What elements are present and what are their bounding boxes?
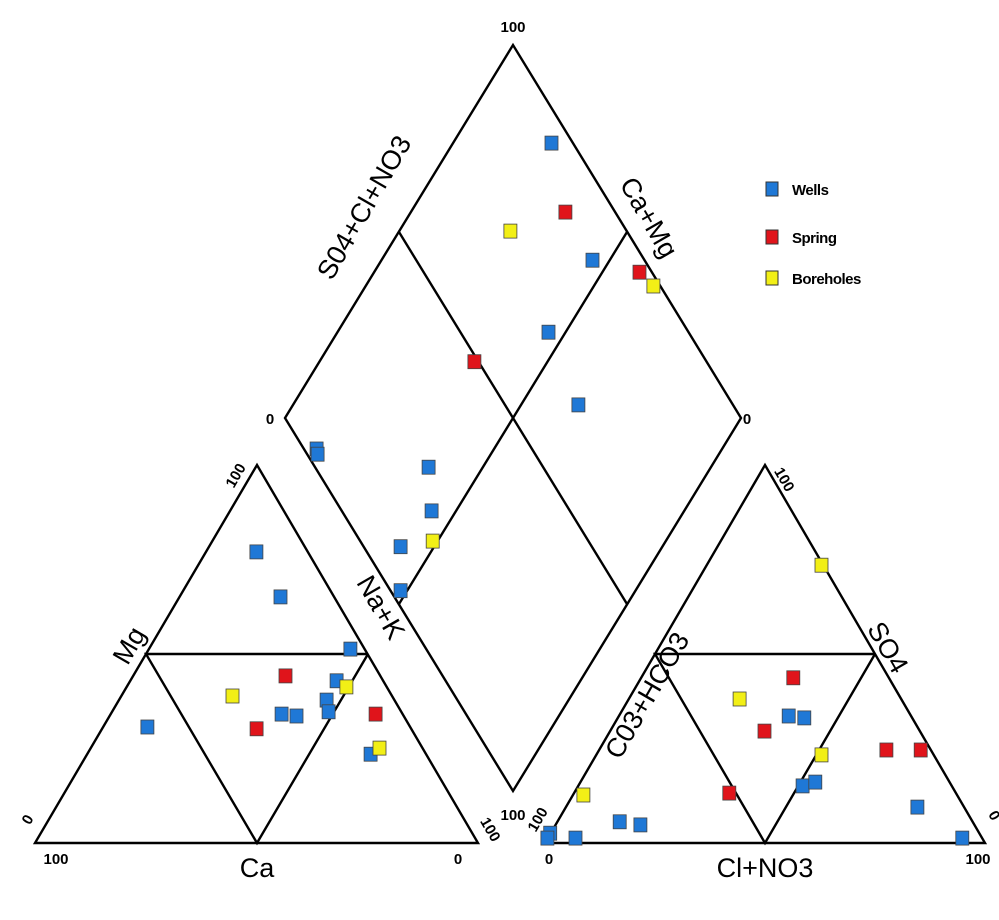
tick-anion-right-bottom: 0 [984, 808, 999, 824]
cation-point-spring [368, 706, 383, 722]
anion-point-wells [633, 817, 648, 833]
axis-label-ca: Ca [240, 853, 275, 883]
anion-point-wells [955, 830, 970, 846]
anion-point-spring [722, 785, 737, 801]
diamond-point-boreholes [425, 533, 440, 549]
legend: Wells Spring Boreholes [765, 181, 862, 288]
anion-point-wells [910, 799, 925, 815]
anion-point-wells [781, 708, 796, 724]
legend-label-boreholes: Boreholes [792, 271, 861, 288]
legend-swatch-spring [765, 229, 779, 245]
anion-point-wells [568, 830, 583, 846]
anion-point-spring [757, 723, 772, 739]
diamond-outline [283, 42, 743, 794]
diamond-point-spring [467, 354, 482, 370]
axis-label-so4-cl-no3: S04+Cl+NO3 [311, 130, 417, 284]
diamond-point-spring [632, 264, 647, 280]
anion-point-wells [797, 710, 812, 726]
anion-point-spring [786, 670, 801, 686]
tick-cation-bottom-left: 100 [43, 851, 68, 868]
tick-diamond-bottom: 100 [500, 807, 525, 824]
anion-point-spring [913, 742, 928, 758]
axis-label-co3-hco3: C03+HCO3 [599, 627, 695, 764]
diamond-point-wells [571, 397, 586, 413]
cation-point-spring [249, 721, 264, 737]
cation-triangle-inner-lines [143, 652, 370, 846]
tick-cation-right-bottom: 100 [476, 815, 503, 845]
tick-diamond-left: 0 [266, 411, 274, 428]
diamond-point-wells [585, 252, 600, 268]
tick-cation-bottom-right: 0 [454, 851, 462, 868]
anion-point-boreholes [814, 747, 829, 763]
anion-point-wells [612, 814, 627, 830]
cation-point-wells [249, 544, 264, 560]
diamond-point-boreholes [646, 278, 661, 294]
anion-point-boreholes [576, 787, 591, 803]
legend-swatch-boreholes [765, 270, 779, 286]
tick-cation-left-bottom: 0 [19, 812, 38, 828]
cation-point-spring [278, 668, 293, 684]
cation-point-wells [140, 719, 155, 735]
anion-point-spring [879, 742, 894, 758]
legend-swatch-wells [765, 181, 779, 197]
anion-triangle-inner-lines [652, 652, 877, 846]
diamond-point-wells [421, 459, 436, 475]
diamond-point-spring [558, 204, 573, 220]
tick-diamond-top: 100 [500, 19, 525, 36]
anion-point-boreholes [814, 557, 829, 573]
cation-point-boreholes [372, 740, 387, 756]
anion-point-wells [808, 774, 823, 790]
tick-diamond-right: 0 [743, 411, 751, 428]
tick-anion-top: 100 [770, 465, 797, 495]
anion-point-wells [795, 778, 810, 794]
axis-label-so4: SO4 [861, 617, 914, 679]
diamond-point-wells [393, 539, 408, 555]
diamond-point-wells [544, 135, 559, 151]
diamond-point-wells [310, 446, 325, 462]
tick-anion-bottom-right: 100 [965, 851, 990, 868]
anion-point-wells [540, 830, 555, 846]
diamond-point-boreholes [503, 223, 518, 239]
axis-label-mg: Mg [107, 622, 152, 669]
cation-point-wells [321, 704, 336, 720]
anion-point-boreholes [732, 691, 747, 707]
axis-label-cl-no3: Cl+NO3 [717, 853, 814, 883]
legend-label-spring: Spring [792, 230, 837, 247]
legend-label-wells: Wells [792, 182, 829, 199]
axis-label-ca-mg: Ca+Mg [614, 172, 684, 263]
tick-anion-bottom-left: 0 [545, 851, 553, 868]
anion-triangle [542, 462, 988, 846]
cation-point-wells [274, 706, 289, 722]
cation-point-boreholes [225, 688, 240, 704]
cation-point-wells [273, 589, 288, 605]
diamond-point-wells [393, 583, 408, 599]
cation-point-boreholes [339, 679, 354, 695]
cation-point-wells [289, 708, 304, 724]
cation-point-wells [343, 641, 358, 657]
data-points [140, 135, 970, 846]
diamond-point-wells [541, 324, 556, 340]
diamond-point-wells [424, 503, 439, 519]
cation-triangle [32, 462, 481, 846]
